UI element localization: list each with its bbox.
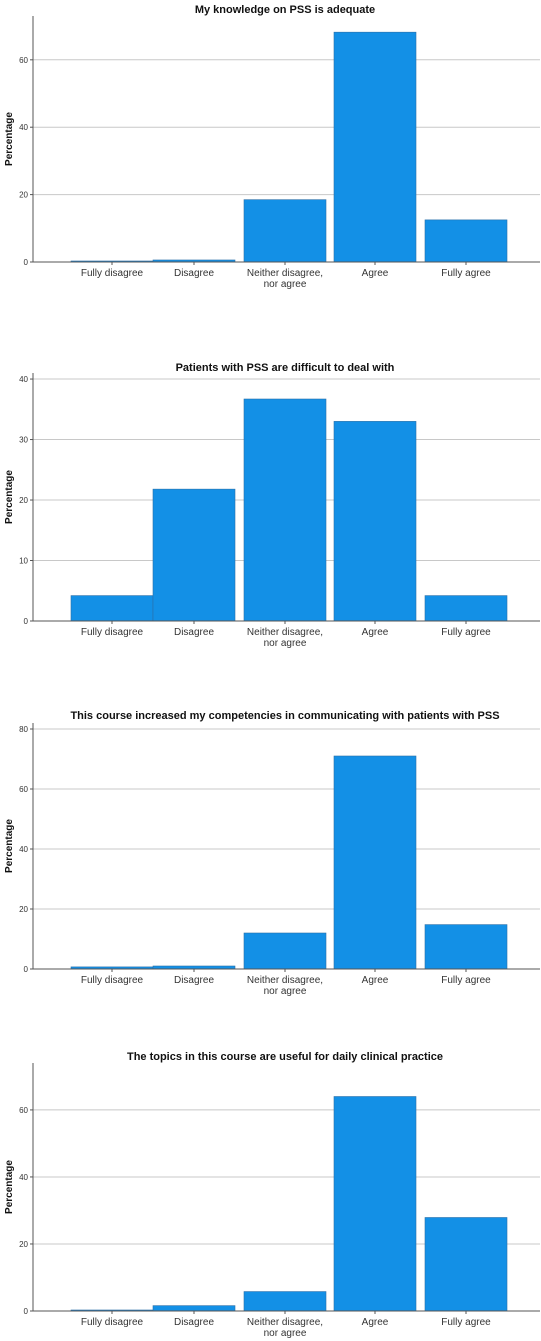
bar bbox=[424, 595, 508, 622]
x-tick-label: Neither disagree, nor agree bbox=[247, 268, 323, 290]
bar bbox=[243, 398, 327, 622]
y-tick-label: 0 bbox=[24, 965, 29, 974]
y-tick-label: 40 bbox=[19, 375, 28, 384]
x-tick-label: Fully disagree bbox=[81, 268, 144, 279]
chart-panel: Patients with PSS are difficult to deal … bbox=[4, 362, 540, 649]
y-axis-label: Percentage bbox=[4, 819, 15, 873]
x-tick-label: Fully agree bbox=[441, 975, 491, 986]
x-tick-label: Fully disagree bbox=[81, 975, 144, 986]
x-tick-label: Agree bbox=[362, 268, 389, 279]
bar bbox=[424, 1217, 508, 1312]
y-tick-label: 10 bbox=[19, 557, 28, 566]
x-tick-label: Neither disagree, nor agree bbox=[247, 627, 323, 649]
y-tick-label: 20 bbox=[19, 905, 28, 914]
y-tick-label: 80 bbox=[19, 725, 28, 734]
x-tick-label: Disagree bbox=[174, 268, 214, 279]
x-tick-label: Fully agree bbox=[441, 1317, 491, 1328]
bar bbox=[333, 421, 417, 622]
bar bbox=[424, 924, 508, 970]
y-tick-label: 60 bbox=[19, 56, 28, 65]
x-tick-label: Disagree bbox=[174, 1317, 214, 1328]
y-tick-label: 40 bbox=[19, 845, 28, 854]
chart-title: The topics in this course are useful for… bbox=[127, 1051, 443, 1063]
bar bbox=[333, 1096, 417, 1312]
bar bbox=[152, 488, 236, 622]
y-tick-label: 20 bbox=[19, 191, 28, 200]
y-tick-label: 60 bbox=[19, 785, 28, 794]
x-tick-label: Fully agree bbox=[441, 268, 491, 279]
x-tick-label: Fully disagree bbox=[81, 627, 144, 638]
y-tick-label: 60 bbox=[19, 1106, 28, 1115]
bar bbox=[333, 31, 417, 263]
y-tick-label: 40 bbox=[19, 1173, 28, 1182]
x-tick-label: Neither disagree, nor agree bbox=[247, 975, 323, 997]
bar bbox=[243, 932, 327, 970]
x-tick-label: Disagree bbox=[174, 975, 214, 986]
bar bbox=[70, 595, 154, 622]
y-axis-label: Percentage bbox=[4, 112, 15, 166]
y-axis-label: Percentage bbox=[4, 470, 15, 524]
y-tick-label: 0 bbox=[24, 617, 29, 626]
bar bbox=[424, 219, 508, 263]
y-axis-label: Percentage bbox=[4, 1160, 15, 1214]
x-tick-label: Neither disagree, nor agree bbox=[247, 1317, 323, 1339]
chart-panel: This course increased my competencies in… bbox=[4, 710, 540, 997]
chart-title: This course increased my competencies in… bbox=[70, 710, 499, 722]
bar bbox=[333, 755, 417, 970]
y-tick-label: 20 bbox=[19, 1240, 28, 1249]
bar bbox=[243, 1291, 327, 1312]
chart-title: Patients with PSS are difficult to deal … bbox=[176, 362, 395, 374]
bar bbox=[243, 199, 327, 263]
x-tick-label: Fully disagree bbox=[81, 1317, 144, 1328]
x-tick-label: Agree bbox=[362, 975, 389, 986]
x-tick-label: Fully agree bbox=[441, 627, 491, 638]
x-tick-label: Disagree bbox=[174, 627, 214, 638]
x-tick-label: Agree bbox=[362, 627, 389, 638]
y-tick-label: 0 bbox=[24, 1307, 29, 1316]
y-tick-label: 20 bbox=[19, 496, 28, 505]
chart-title: My knowledge on PSS is adequate bbox=[195, 4, 375, 16]
chart-panel: My knowledge on PSS is adequate 0 20 40 60 Pe… bbox=[4, 4, 540, 290]
y-tick-label: 40 bbox=[19, 123, 28, 132]
y-tick-label: 30 bbox=[19, 436, 28, 445]
x-tick-label: Agree bbox=[362, 1317, 389, 1328]
chart-panel: The topics in this course are useful for… bbox=[4, 1051, 540, 1339]
y-tick-label: 0 bbox=[24, 258, 29, 267]
bar bbox=[152, 1305, 236, 1312]
